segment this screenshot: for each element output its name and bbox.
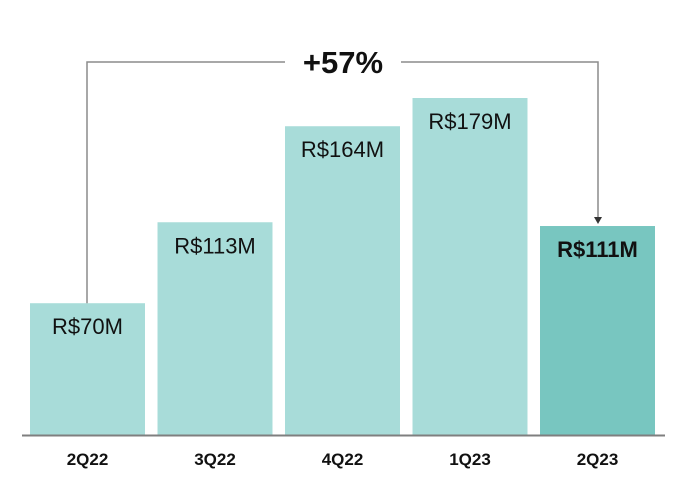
data-label: R$111M [557,237,638,262]
data-label: R$70M [52,314,123,339]
arrowhead-icon [594,217,602,225]
bar-2Q22 [30,303,145,435]
x-tick-label: 2Q22 [67,450,109,469]
x-tick-label: 2Q23 [577,450,619,469]
x-tick-label: 1Q23 [449,450,491,469]
bar-1Q23 [412,98,528,435]
x-tick-label: 4Q22 [322,450,364,469]
x-tick-label: 3Q22 [194,450,236,469]
data-label: R$164M [301,137,384,162]
growth-annotation: +57% [303,45,383,80]
bar-4Q22 [285,126,400,435]
bar-2Q23 [540,226,655,435]
data-label: R$179M [428,109,511,134]
annotation-background [285,42,401,82]
data-label: R$113M [174,233,256,258]
bar-3Q22 [157,222,273,435]
